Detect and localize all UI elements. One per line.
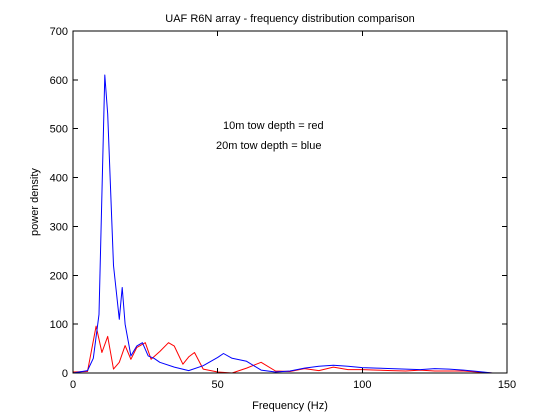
annotation-blue: 20m tow depth = blue [216, 140, 322, 152]
tick-layer: 0 50 100 150 0 100 200 300 400 500 600 700 [50, 26, 517, 391]
y-tick-label: 300 [50, 221, 68, 233]
y-tick-label: 0 [62, 368, 68, 380]
y-tick-label: 400 [50, 173, 68, 185]
y-axis-label: power density [29, 168, 41, 236]
x-axis-label: Frequency (Hz) [252, 400, 328, 412]
y-tick-label: 500 [50, 124, 68, 136]
chart-title: UAF R6N array - frequency distribution c… [165, 13, 414, 25]
y-tick-label: 100 [50, 319, 68, 331]
x-tick-label: 100 [353, 379, 371, 391]
x-tick-label: 0 [70, 379, 76, 391]
plot-area [73, 31, 507, 373]
y-tick-label: 600 [50, 75, 68, 87]
y-tick-label: 700 [50, 26, 68, 38]
x-tick-label: 150 [498, 379, 516, 391]
annotation-red: 10m tow depth = red [223, 120, 324, 132]
y-tick-label: 200 [50, 270, 68, 282]
axes-box [72, 30, 508, 374]
x-tick-label: 50 [212, 379, 224, 391]
series-line-blue [72, 74, 493, 374]
